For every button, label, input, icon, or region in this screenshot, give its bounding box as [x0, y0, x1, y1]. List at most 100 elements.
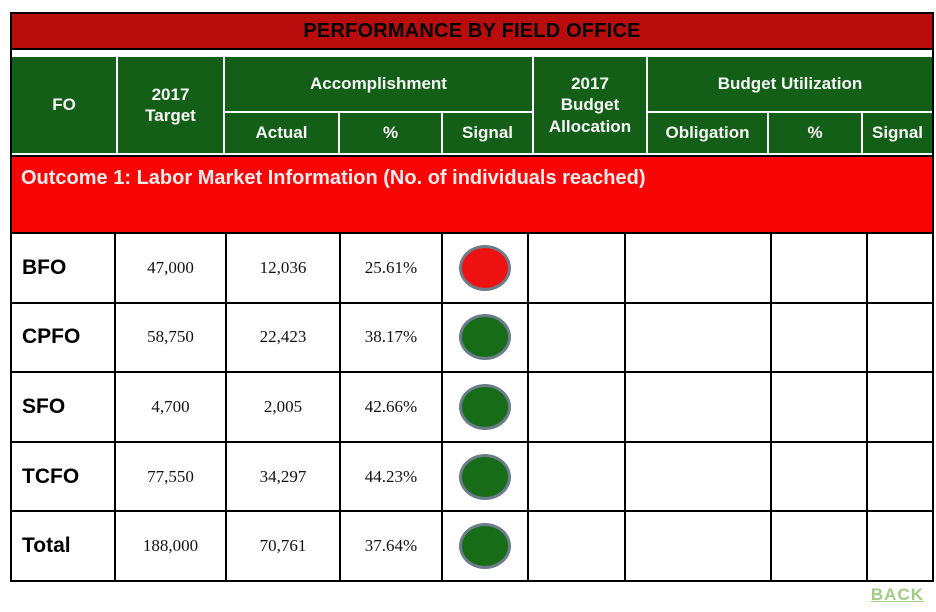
- row-sfo-signal: [443, 373, 527, 441]
- row-tcfo-percent: 44.23%: [341, 442, 441, 511]
- row-tcfo-budget-allocation: [529, 442, 624, 511]
- row-cpfo-target: 58,750: [116, 303, 225, 372]
- row-sfo-budget-allocation: [529, 373, 624, 441]
- header-obligation: Obligation: [648, 113, 767, 153]
- row-sfo-percent: 42.66%: [341, 373, 441, 441]
- percent-value: 38.17%: [364, 327, 418, 347]
- fo-label: Total: [22, 534, 71, 558]
- actual-value: 2,005: [263, 396, 303, 416]
- actual-value: 34,297: [259, 466, 307, 486]
- header-budget-utilization-label: Budget Utilization: [717, 74, 863, 94]
- header-accomplishment-signal-label: Signal: [461, 123, 513, 143]
- header-2017-target-label: 2017 Target: [145, 84, 196, 125]
- header-utilization-signal: Signal: [863, 113, 932, 153]
- row-total-budget-allocation: [529, 512, 624, 580]
- performance-table-frame: PERFORMANCE BY FIELD OFFICE FO 2017 Targ…: [10, 12, 934, 582]
- header-actual: Actual: [225, 113, 338, 153]
- signal-dot-icon: [459, 453, 511, 500]
- row-cpfo-percent: 38.17%: [341, 303, 441, 372]
- percent-value: 44.23%: [364, 466, 418, 486]
- row-tcfo-util-percent: [772, 442, 866, 511]
- title-header-gap: [12, 50, 932, 57]
- row-bfo-signal: [443, 234, 527, 302]
- percent-value: 37.64%: [364, 536, 418, 556]
- header-accomplishment-percent: %: [340, 113, 441, 153]
- row-tcfo-util-signal: [868, 442, 932, 511]
- row-cpfo-name: CPFO: [12, 303, 114, 372]
- row-sfo-target: 4,700: [116, 373, 225, 441]
- row-sfo-util-signal: [868, 373, 932, 441]
- row-total-util-percent: [772, 512, 866, 580]
- outcome-banner-label: Outcome 1: Labor Market Information (No.…: [21, 167, 646, 189]
- row-sfo-util-percent: [772, 373, 866, 441]
- signal-dot-icon: [459, 314, 511, 361]
- row-cpfo-signal: [443, 303, 527, 372]
- header-2017-budget-allocation-label: 2017 Budget Allocation: [548, 74, 632, 136]
- row-bfo-util-signal: [868, 234, 932, 302]
- fo-label: BFO: [22, 255, 67, 279]
- percent-value: 42.66%: [364, 396, 418, 416]
- header-fo-label: FO: [52, 95, 76, 115]
- row-total-percent: 37.64%: [341, 512, 441, 580]
- header-obligation-label: Obligation: [665, 123, 750, 143]
- row-sfo-obligation: [626, 373, 770, 441]
- row-tcfo-obligation: [626, 442, 770, 511]
- row-bfo-actual: 12,036: [227, 234, 339, 302]
- row-bfo-target: 47,000: [116, 234, 225, 302]
- row-cpfo-obligation: [626, 303, 770, 372]
- row-bfo-util-percent: [772, 234, 866, 302]
- row-tcfo-target: 77,550: [116, 442, 225, 511]
- row-sfo-actual: 2,005: [227, 373, 339, 441]
- signal-dot-icon: [459, 383, 511, 430]
- row-total-obligation: [626, 512, 770, 580]
- header-2017-budget-allocation: 2017 Budget Allocation: [534, 57, 646, 153]
- target-value: 58,750: [147, 327, 194, 347]
- fo-label: TCFO: [22, 464, 80, 488]
- row-bfo-budget-allocation: [529, 234, 624, 302]
- page-title: PERFORMANCE BY FIELD OFFICE: [303, 19, 641, 42]
- actual-value: 12,036: [259, 257, 307, 277]
- fo-label: SFO: [22, 394, 66, 418]
- signal-dot-icon: [459, 523, 511, 570]
- header-accomplishment-percent-label: %: [382, 123, 399, 143]
- header-fo: FO: [12, 57, 116, 153]
- percent-value: 25.61%: [364, 257, 418, 277]
- row-total-target: 188,000: [116, 512, 225, 580]
- target-value: 77,550: [147, 466, 194, 486]
- header-actual-label: Actual: [255, 123, 308, 143]
- header-accomplishment-label: Accomplishment: [310, 74, 447, 94]
- header-utilization-signal-label: Signal: [871, 123, 923, 143]
- row-cpfo-actual: 22,423: [227, 303, 339, 372]
- actual-value: 70,761: [259, 536, 307, 556]
- header-2017-target: 2017 Target: [118, 57, 223, 153]
- signal-dot-icon: [459, 244, 511, 291]
- row-cpfo-util-signal: [868, 303, 932, 372]
- table-header: FO 2017 Target Accomplishment 2017 Budge…: [12, 57, 932, 155]
- row-total-util-signal: [868, 512, 932, 580]
- row-total-name: Total: [12, 512, 114, 580]
- header-utilization-percent-label: %: [807, 123, 823, 143]
- row-total-signal: [443, 512, 527, 580]
- target-value: 188,000: [142, 536, 199, 556]
- row-sfo-name: SFO: [12, 373, 114, 441]
- target-value: 4,700: [151, 396, 190, 416]
- outcome-banner: Outcome 1: Labor Market Information (No.…: [12, 155, 932, 232]
- table-body: BFO 47,000 12,036 25.61% CPFO 58,750 22,…: [12, 232, 932, 580]
- title-bar: PERFORMANCE BY FIELD OFFICE: [12, 14, 932, 50]
- row-tcfo-name: TCFO: [12, 442, 114, 511]
- header-budget-utilization: Budget Utilization: [648, 57, 932, 111]
- row-total-actual: 70,761: [227, 512, 339, 580]
- back-link[interactable]: BACK: [870, 585, 924, 604]
- row-tcfo-signal: [443, 442, 527, 511]
- row-tcfo-actual: 34,297: [227, 442, 339, 511]
- row-bfo-name: BFO: [12, 234, 114, 302]
- row-bfo-obligation: [626, 234, 770, 302]
- target-value: 47,000: [147, 257, 194, 277]
- fo-label: CPFO: [22, 325, 81, 349]
- row-cpfo-util-percent: [772, 303, 866, 372]
- header-utilization-percent: %: [769, 113, 861, 153]
- row-cpfo-budget-allocation: [529, 303, 624, 372]
- header-accomplishment-signal: Signal: [443, 113, 532, 153]
- row-bfo-percent: 25.61%: [341, 234, 441, 302]
